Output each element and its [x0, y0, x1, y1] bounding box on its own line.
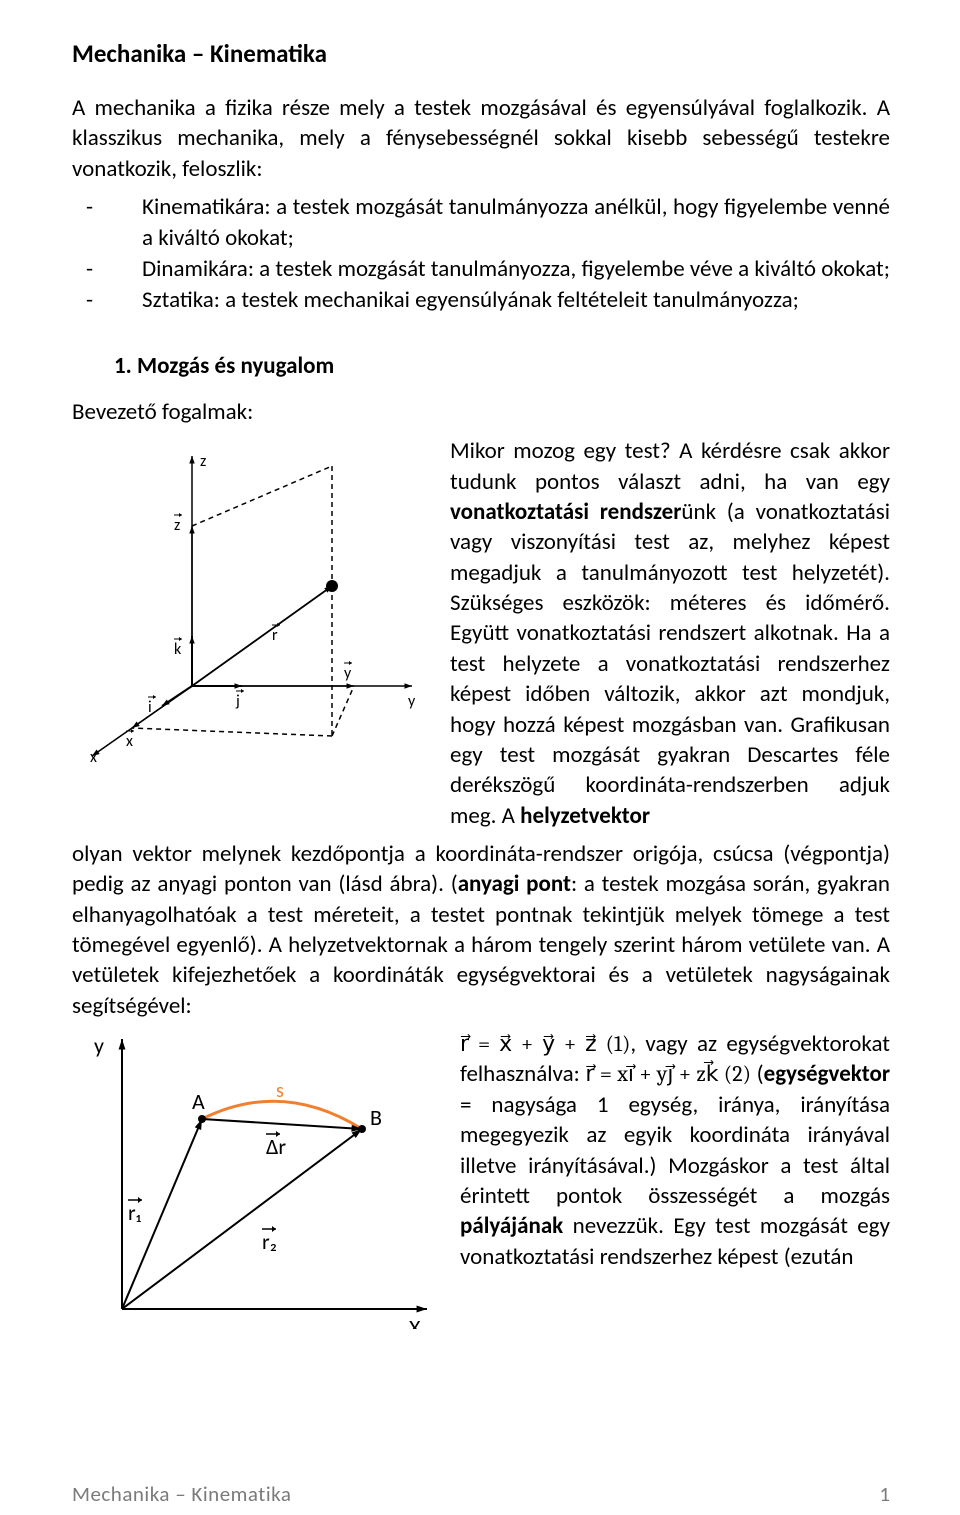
list-item: Kinematikára: a testek mozgását tanulmán… [114, 192, 890, 254]
svg-text:y: y [94, 1032, 104, 1059]
svg-text:y: y [408, 692, 416, 711]
section-heading: 1. Mozgás és nyugalom [114, 352, 890, 380]
term-palya: pályájának [460, 1212, 563, 1240]
svg-text:z: z [174, 516, 180, 535]
svg-text:A: A [192, 1088, 205, 1115]
lead-label: Bevezető fogalmak: [72, 398, 890, 426]
figure-3d-axes: z y x k j i r z y x [72, 436, 432, 771]
figure-text-row-1: z y x k j i r z y x Mikor mozog egy test? A kérdé… [72, 436, 890, 839]
page-title: Mechanika – Kinematika [72, 38, 890, 69]
branch-list: Kinematikára: a testek mozgását tanulmán… [72, 192, 890, 316]
svg-text:x: x [126, 732, 133, 751]
svg-text:z: z [200, 452, 206, 471]
body-paragraph-2: r⃗ = x⃗ + y⃗ + z⃗ (1), vagy az egységvek… [460, 1029, 890, 1272]
svg-text:B: B [370, 1104, 382, 1131]
list-item: Dinamikára: a testek mozgását tanulmányo… [114, 254, 890, 285]
body-column-2: r⃗ = x⃗ + y⃗ + z⃗ (1), vagy az egységvek… [460, 1029, 890, 1280]
svg-text:k: k [174, 640, 182, 659]
body-paragraph-1-cont: olyan vektor melynek kezdőpontja a koord… [72, 839, 890, 1021]
list-item: Sztatika: a testek mechanikai egyensúlyá… [114, 285, 890, 316]
text: ünk (a vonatkoztatási vagy viszonyítási … [450, 498, 890, 830]
term-vonatkoztatasi: vonatkoztatási rendszer [450, 498, 681, 526]
text: Mikor mozog egy test? A kérdésre csak ak… [450, 437, 890, 495]
body-column-1: Mikor mozog egy test? A kérdésre csak ak… [450, 436, 890, 839]
equation-1: r⃗ = x⃗ + y⃗ + z⃗ (1) [460, 1031, 630, 1057]
figure-trajectory: y X A Bs r₁ r₂ Δr [72, 1029, 442, 1329]
svg-text:X: X [409, 1314, 421, 1329]
svg-text:j: j [235, 692, 240, 711]
page-footer: Mechanika – Kinematika 1 [72, 1481, 890, 1507]
text: ( [751, 1060, 764, 1088]
svg-text:x: x [90, 748, 97, 766]
term-helyzetvektor: helyzetvektor [520, 802, 650, 830]
svg-text:r₁: r₁ [128, 1199, 142, 1226]
svg-text:r: r [272, 626, 278, 645]
term-egysegvektor: egységvektor [764, 1060, 890, 1088]
svg-text:Δr: Δr [266, 1133, 286, 1160]
figure-text-row-2: y X A Bs r₁ r₂ Δr r⃗ = x⃗ + y⃗ + z⃗ (1), vagy … [72, 1029, 890, 1329]
equation-2: r⃗ = xı⃗ + yȷ⃗ + zk⃗ (2) [585, 1061, 751, 1087]
svg-text:i: i [148, 698, 152, 717]
term-anyagi-pont: anyagi pont [458, 870, 571, 898]
svg-text:r₂: r₂ [262, 1228, 277, 1255]
svg-text:y: y [344, 664, 352, 683]
text: = nagysága 1 egység, iránya, irányítása … [460, 1091, 890, 1210]
svg-text:s: s [276, 1079, 284, 1103]
intro-paragraph: A mechanika a fizika része mely a testek… [72, 93, 890, 184]
page: Mechanika – Kinematika A mechanika a fiz… [0, 0, 960, 1515]
footer-page-number: 1 [879, 1481, 890, 1507]
body-paragraph-1: Mikor mozog egy test? A kérdésre csak ak… [450, 436, 890, 831]
footer-title: Mechanika – Kinematika [72, 1481, 291, 1507]
